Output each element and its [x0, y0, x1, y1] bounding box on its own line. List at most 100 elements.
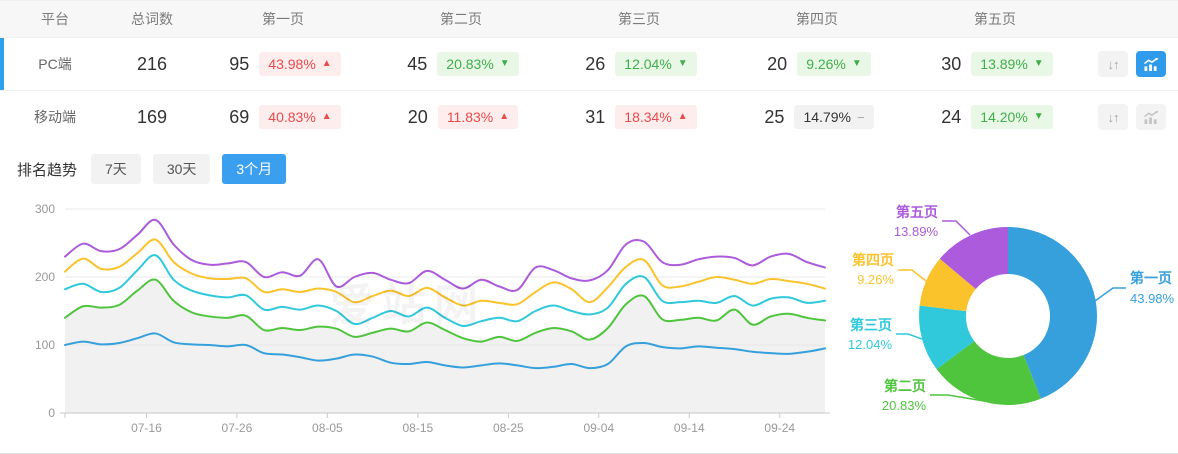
- x-axis-label: 08-25: [493, 421, 524, 435]
- slice-label: 第三页: [850, 317, 892, 333]
- series-line-第一页: [64, 332, 826, 370]
- x-axis-label: 08-15: [403, 421, 434, 435]
- trend-arrow-icon: ▼: [1033, 58, 1044, 69]
- area-fill: [65, 279, 825, 413]
- header-platform: 平台: [41, 11, 69, 27]
- page-count: 95: [229, 53, 250, 74]
- slice-percent: 20.83%: [882, 398, 927, 413]
- y-axis-label: 300: [35, 202, 55, 216]
- label-leader-line: [942, 220, 971, 236]
- series-line-第四页: [64, 238, 826, 307]
- slice-label: 第四页: [852, 252, 894, 268]
- trend-arrow-icon: ▲: [321, 58, 332, 69]
- donut-slice-第一页: [1008, 227, 1097, 399]
- trend-chart-button[interactable]: [1136, 51, 1166, 77]
- trend-arrow-icon: ▼: [677, 58, 688, 69]
- x-axis-label: 08-05: [312, 421, 343, 435]
- total-keywords-count: 169: [136, 106, 168, 127]
- page-count: 31: [585, 106, 606, 127]
- header-page-3: 第三页: [618, 11, 660, 27]
- trend-arrow-icon: ▲: [499, 111, 510, 122]
- page-count: 24: [941, 106, 962, 127]
- platform-name: 移动端: [34, 109, 76, 125]
- header-page-4: 第四页: [796, 11, 838, 27]
- donut-slice-第二页: [936, 341, 1041, 405]
- change-percent: 40.83%: [268, 109, 316, 125]
- page-count: 26: [585, 53, 606, 74]
- y-axis-label: 0: [48, 406, 55, 420]
- trend-arrow-icon: ▼: [851, 58, 862, 69]
- page-stat-cell: 20 9.26% ▼: [728, 52, 906, 76]
- sort-button[interactable]: ↓↑: [1098, 51, 1128, 77]
- x-axis-label: 07-26: [222, 421, 253, 435]
- change-badge: 43.98% ▲: [259, 52, 341, 76]
- charts-area: 0 100 200 300 07-16 07-26 08-05 08-15 08-25 09-04…: [0, 191, 1178, 453]
- trend-arrow-icon: ▲: [321, 111, 332, 122]
- page-count: 25: [764, 106, 785, 127]
- change-badge: 11.83% ▲: [437, 105, 519, 129]
- x-axis-label: 09-24: [764, 421, 795, 435]
- page-distribution-donut-chart: 第一页 43.98% 第二页 20.83% 第三页 12.04% 第四页 9.26% 第五页 13…: [845, 191, 1178, 453]
- donut-slice-第四页: [919, 258, 976, 312]
- range-tabs: 7天 30天 3个月: [91, 154, 298, 184]
- x-axis-label: 07-16: [131, 421, 162, 435]
- trend-chart-icon: [1144, 110, 1159, 124]
- change-percent: 18.34%: [624, 109, 672, 125]
- slice-label: 第五页: [896, 204, 938, 220]
- change-percent: 12.04%: [624, 56, 672, 72]
- range-tab[interactable]: 3个月: [222, 154, 287, 184]
- page-stat-cell: 25 14.79% −: [728, 105, 906, 129]
- range-tab[interactable]: 7天: [91, 154, 141, 184]
- slice-percent: 9.26%: [857, 272, 894, 287]
- change-percent: 11.83%: [446, 109, 494, 125]
- series-line-第三页: [64, 254, 826, 327]
- trend-chart-button[interactable]: [1136, 104, 1166, 130]
- change-percent: 14.20%: [980, 109, 1028, 125]
- change-percent: 9.26%: [806, 56, 846, 72]
- change-percent: 14.79%: [803, 109, 851, 125]
- x-axis-label: 09-14: [674, 421, 705, 435]
- page-stat-cell: 26 12.04% ▼: [550, 52, 728, 76]
- trend-toolbar: 排名趋势 7天 30天 3个月: [17, 154, 1178, 184]
- range-tab[interactable]: 30天: [152, 154, 211, 184]
- trend-arrow-icon: ▼: [499, 58, 510, 69]
- change-percent: 43.98%: [268, 56, 316, 72]
- trend-chart-icon: [1144, 57, 1159, 71]
- platform-name: PC端: [38, 56, 72, 72]
- label-leader-line: [930, 394, 985, 402]
- label-leader-line: [1094, 287, 1126, 302]
- line-chart-canvas: 0 100 200 300 07-16 07-26 08-05 08-15 08-25 09-04…: [35, 202, 830, 435]
- table-row[interactable]: PC端 216 95 43.98% ▲ 45 20.83% ▼ 26 12.04% ▼…: [0, 37, 1178, 90]
- page-count: 20: [767, 53, 788, 74]
- sort-button[interactable]: ↓↑: [1098, 104, 1128, 130]
- slice-label: 第一页: [1130, 270, 1172, 286]
- page-count: 30: [941, 53, 962, 74]
- table-row[interactable]: 移动端 169 69 40.83% ▲ 20 11.83% ▲ 31 18.34% ▲…: [0, 90, 1178, 143]
- series-line-第五页: [64, 218, 826, 292]
- donut-slice-第五页: [939, 227, 1008, 290]
- header-page-5: 第五页: [974, 11, 1016, 27]
- page-stat-cell: 69 40.83% ▲: [194, 105, 372, 129]
- change-badge: 13.89% ▼: [971, 52, 1053, 76]
- y-axis-label: 200: [35, 270, 55, 284]
- series-line-第二页: [64, 278, 826, 343]
- page-count: 20: [407, 106, 428, 127]
- change-badge: 14.79% −: [794, 105, 874, 129]
- label-leader-line: [896, 333, 923, 340]
- trend-arrow-icon: ▼: [1033, 111, 1044, 122]
- change-badge: 18.34% ▲: [615, 105, 697, 129]
- header-page-1: 第一页: [262, 11, 304, 27]
- total-keywords-count: 216: [136, 53, 168, 74]
- page-count: 69: [229, 106, 250, 127]
- header-total-words: 总词数: [131, 11, 173, 27]
- x-axis-label: 09-04: [583, 421, 614, 435]
- header-page-2: 第二页: [440, 11, 482, 27]
- sort-arrows-icon: ↓↑: [1107, 56, 1120, 72]
- change-badge: 20.83% ▼: [437, 52, 519, 76]
- page-stat-cell: 31 18.34% ▲: [550, 105, 728, 129]
- trend-arrow-icon: ▲: [677, 111, 688, 122]
- trend-arrow-icon: −: [856, 109, 865, 125]
- row-actions: ↓↑: [1084, 104, 1178, 130]
- page-stat-cell: 20 11.83% ▲: [372, 105, 550, 129]
